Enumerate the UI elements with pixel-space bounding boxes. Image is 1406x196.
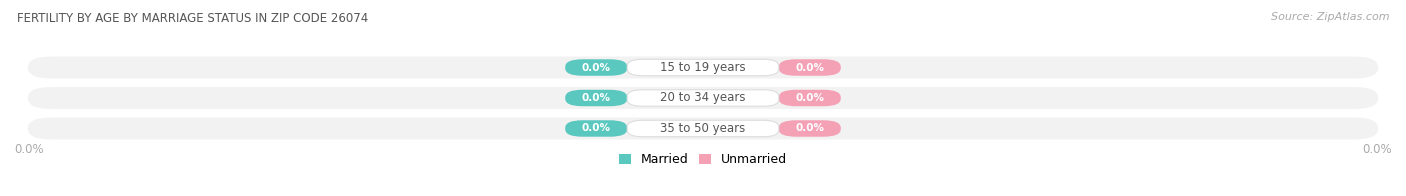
FancyBboxPatch shape	[779, 59, 841, 76]
FancyBboxPatch shape	[28, 87, 1378, 109]
Text: 15 to 19 years: 15 to 19 years	[661, 61, 745, 74]
Text: 0.0%: 0.0%	[796, 63, 824, 73]
Text: 0.0%: 0.0%	[14, 143, 44, 156]
Text: Source: ZipAtlas.com: Source: ZipAtlas.com	[1271, 12, 1389, 22]
Text: 0.0%: 0.0%	[796, 93, 824, 103]
FancyBboxPatch shape	[28, 118, 1378, 140]
FancyBboxPatch shape	[627, 120, 779, 137]
FancyBboxPatch shape	[627, 90, 779, 106]
FancyBboxPatch shape	[28, 56, 1378, 78]
FancyBboxPatch shape	[779, 120, 841, 137]
Text: 0.0%: 0.0%	[582, 93, 610, 103]
Text: 35 to 50 years: 35 to 50 years	[661, 122, 745, 135]
FancyBboxPatch shape	[779, 90, 841, 106]
FancyBboxPatch shape	[565, 59, 627, 76]
FancyBboxPatch shape	[565, 90, 627, 106]
Text: 0.0%: 0.0%	[582, 123, 610, 133]
FancyBboxPatch shape	[565, 120, 627, 137]
Text: FERTILITY BY AGE BY MARRIAGE STATUS IN ZIP CODE 26074: FERTILITY BY AGE BY MARRIAGE STATUS IN Z…	[17, 12, 368, 25]
Text: 0.0%: 0.0%	[582, 63, 610, 73]
Text: 0.0%: 0.0%	[1362, 143, 1392, 156]
Text: 20 to 34 years: 20 to 34 years	[661, 92, 745, 104]
Text: 0.0%: 0.0%	[796, 123, 824, 133]
Legend: Married, Unmarried: Married, Unmarried	[619, 153, 787, 166]
FancyBboxPatch shape	[627, 59, 779, 76]
